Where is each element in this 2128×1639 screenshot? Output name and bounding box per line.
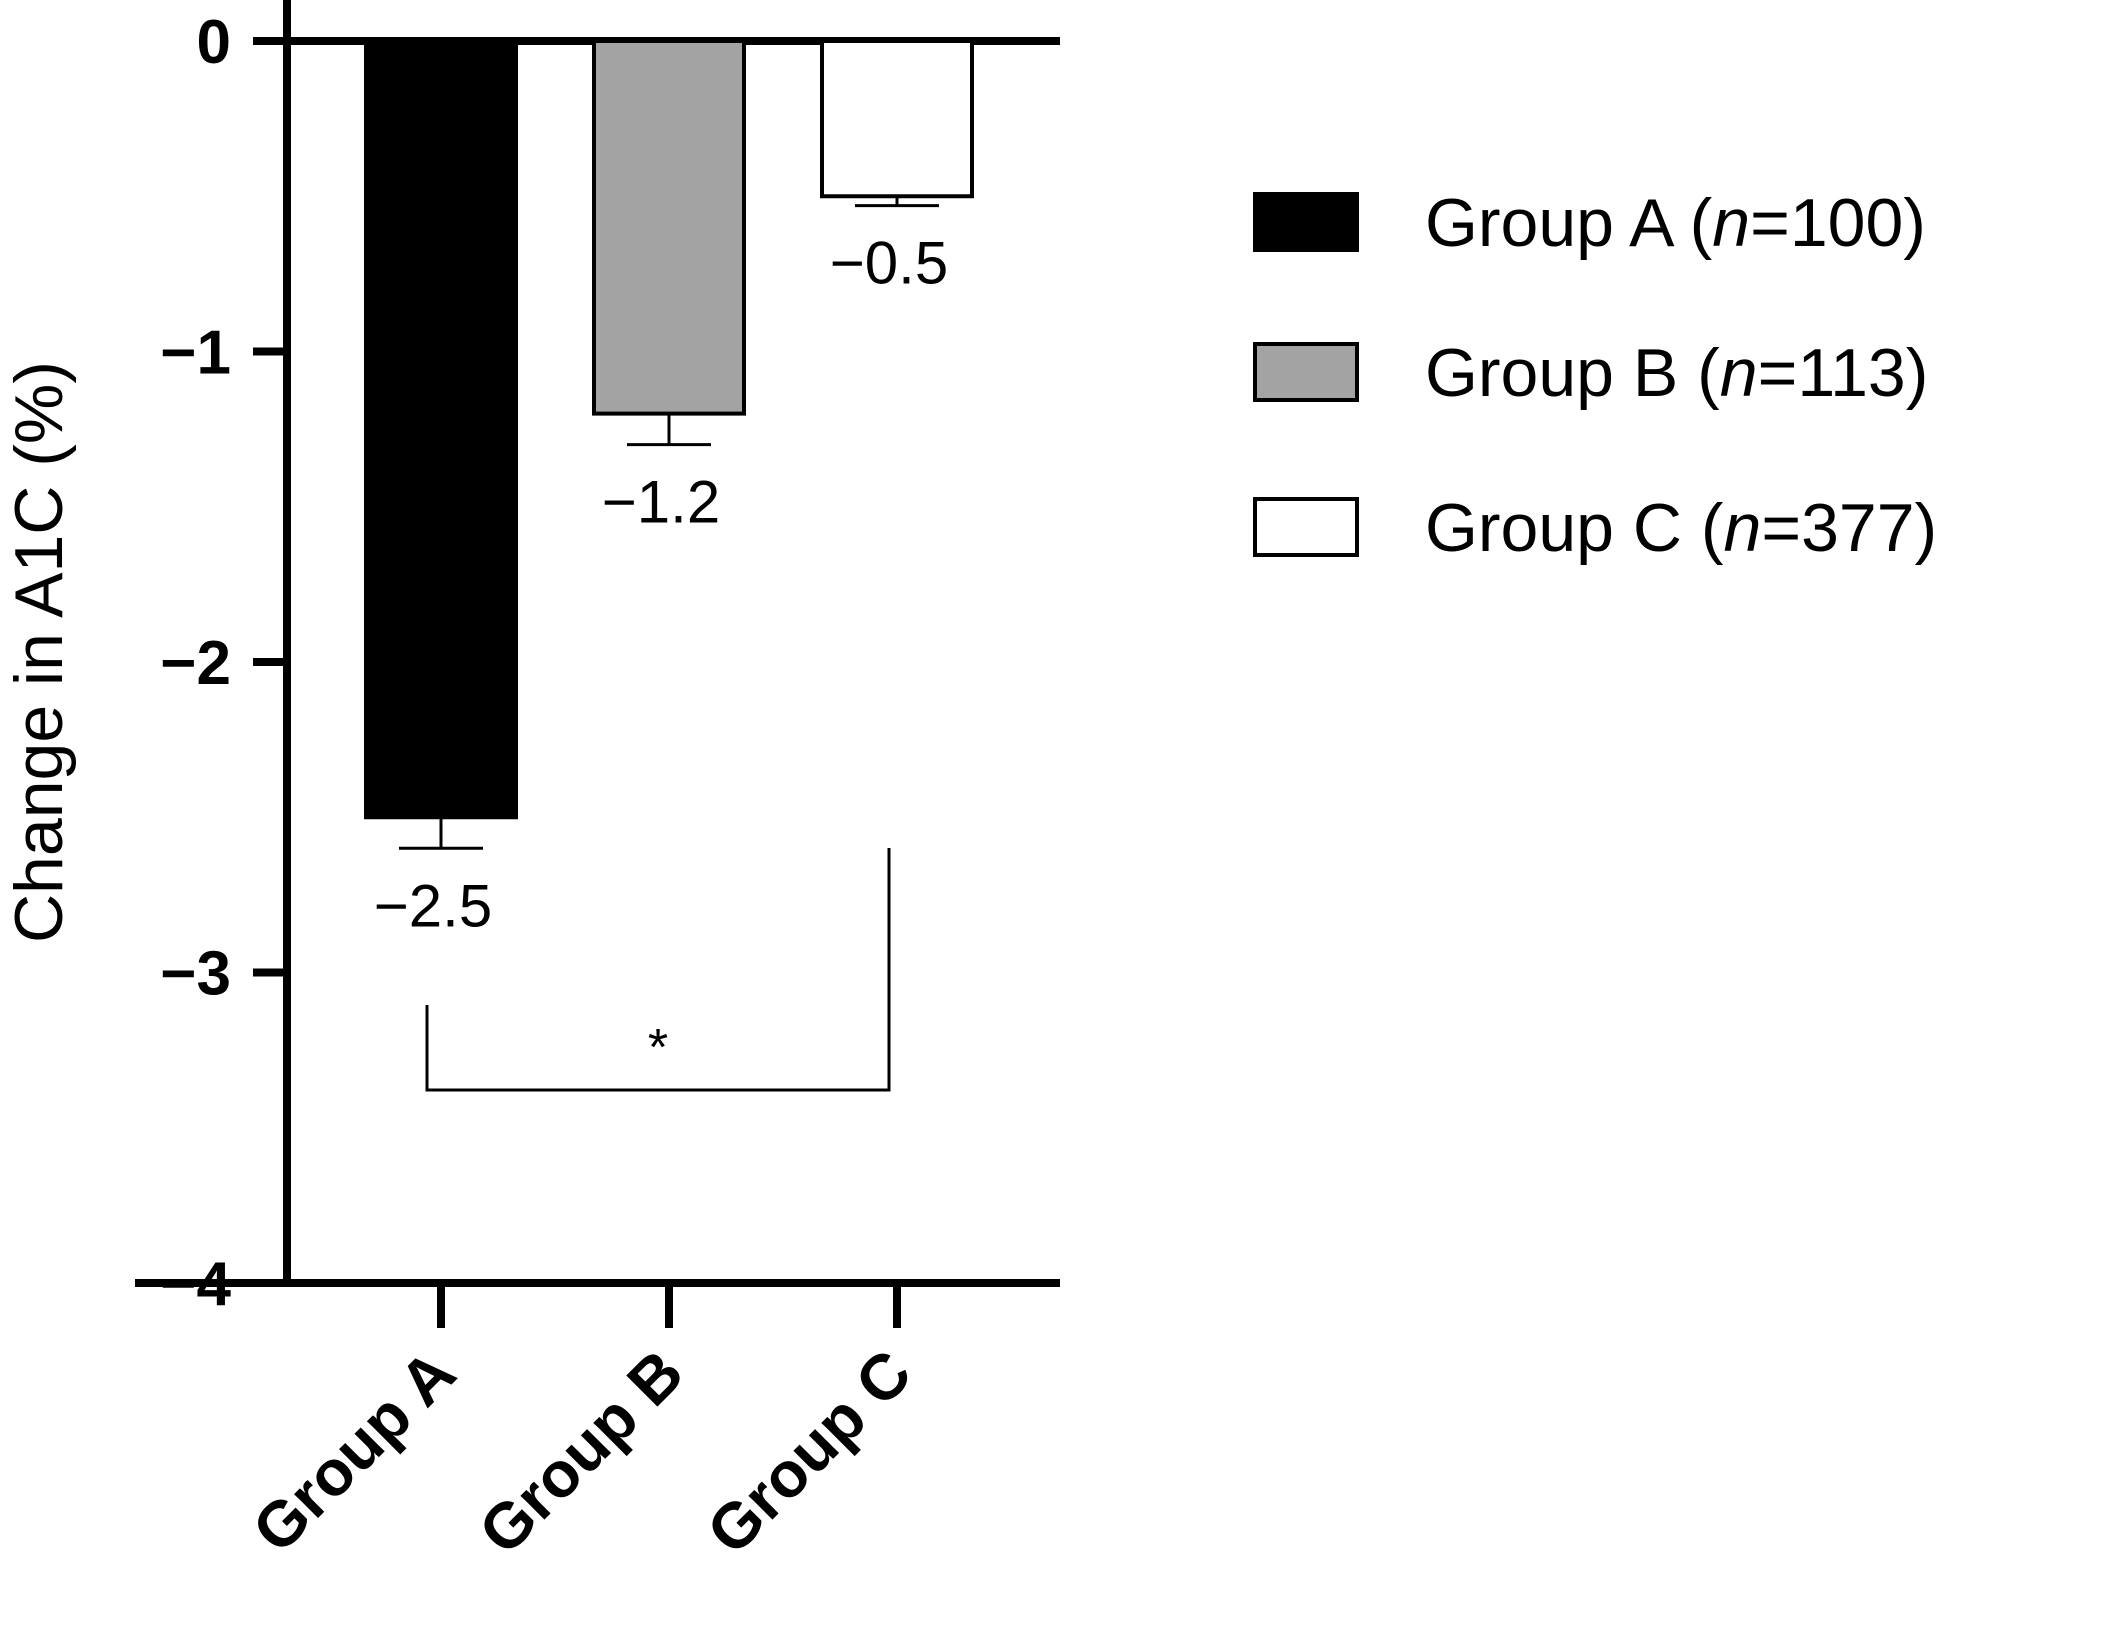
- x-tick-label: Group A: [239, 1336, 469, 1566]
- data-label: −0.5: [830, 230, 948, 297]
- x-tick-label: Group C: [693, 1336, 925, 1568]
- bar: [592, 39, 746, 416]
- legend-label: Group B (n=113): [1425, 335, 1928, 411]
- legend-label: Group A (n=100): [1425, 185, 1926, 261]
- legend-swatch: [1253, 342, 1359, 402]
- data-label: −2.5: [374, 872, 492, 939]
- y-tick-label: −3: [160, 940, 231, 1009]
- plot-area: 0 −1 −2 −3 −4 −2.5 Group A −1.2 Group B −0.5 Group…: [135, 0, 1060, 1568]
- legend: Group A (n=100) Group B (n=113) Group C (n…: [1253, 185, 1937, 566]
- legend-swatch: [1253, 192, 1359, 252]
- y-axis-title: Change in A1C (%): [1, 361, 77, 943]
- y-tick-label: −4: [160, 1250, 231, 1319]
- y-tick-label: −2: [160, 629, 231, 698]
- data-label: −1.2: [602, 469, 720, 536]
- significance-bracket: [425, 848, 891, 1092]
- legend-swatch: [1253, 497, 1359, 557]
- x-tick-label: Group B: [465, 1336, 697, 1568]
- bar: [820, 39, 974, 199]
- legend-label: Group C (n=377): [1425, 490, 1937, 566]
- significance-label: *: [648, 1019, 668, 1077]
- y-tick-label: 0: [197, 8, 231, 77]
- y-tick-label: −1: [160, 319, 231, 388]
- bar: [364, 39, 518, 820]
